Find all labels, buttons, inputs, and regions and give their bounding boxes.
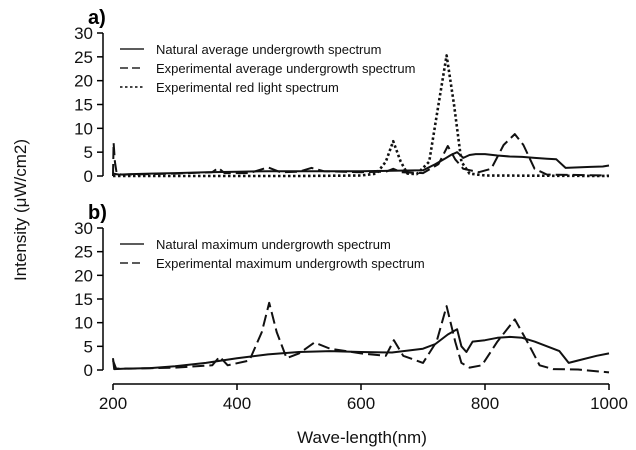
series-line-dashed [112, 133, 610, 177]
y-axis-title: Intensity (μW/cm2) [11, 139, 30, 281]
panel-b: b) 0 5 10 15 20 25 30 200 400 600 800 1000 Natural ma… [74, 202, 628, 413]
y-tick-label: 0 [84, 361, 93, 380]
y-tick-label: 0 [84, 167, 93, 186]
y-tick-label: 15 [74, 96, 93, 115]
y-tick-label: 30 [74, 24, 93, 43]
y-tick-label: 10 [74, 314, 93, 333]
legend-label: Experimental average undergrowth spectru… [156, 61, 415, 76]
y-tick-label: 25 [74, 243, 93, 262]
legend-label: Natural maximum undergrowth spectrum [156, 237, 391, 252]
legend-label: Experimental red light spectrum [156, 80, 339, 95]
panel-label: b) [88, 202, 107, 224]
series-line-solid [112, 328, 610, 371]
x-tick-label: 600 [347, 394, 375, 413]
y-tick-label: 20 [74, 266, 93, 285]
y-tick-label: 5 [84, 337, 93, 356]
legend-label: Natural average undergrowth spectrum [156, 42, 381, 57]
x-tick-label: 400 [223, 394, 251, 413]
panel-label: a) [88, 7, 106, 29]
x-tick-label: 1000 [590, 394, 628, 413]
x-tick-label: 800 [471, 394, 499, 413]
y-tick-label: 15 [74, 290, 93, 309]
series-line-dashed [112, 301, 610, 374]
y-tick-label: 25 [74, 48, 93, 67]
x-axis-title: Wave-length(nm) [297, 428, 427, 447]
panel-a: a) 0 5 10 15 20 25 30 Natural average undergrowt… [74, 7, 610, 186]
x-tick-label: 200 [99, 394, 127, 413]
legend-label: Experimental maximum undergrowth spectru… [156, 256, 425, 271]
y-tick-label: 20 [74, 72, 93, 91]
y-tick-label: 10 [74, 119, 93, 138]
series-line-dotted [113, 54, 610, 178]
y-tick-label: 5 [84, 143, 93, 162]
y-tick-label: 30 [74, 219, 93, 238]
